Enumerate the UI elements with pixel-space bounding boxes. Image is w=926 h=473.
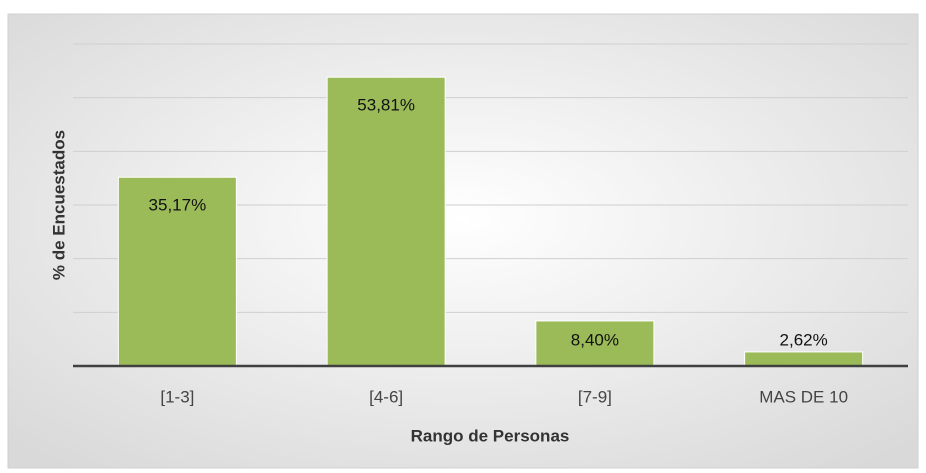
- data-label: 35,17%: [149, 196, 207, 215]
- data-label: 2,62%: [780, 330, 828, 349]
- x-axis-title: Rango de Personas: [411, 426, 570, 445]
- bar: [535, 320, 655, 367]
- bar: [744, 351, 864, 367]
- x-tick-label: [1-3]: [160, 387, 194, 406]
- data-label: 53,81%: [357, 96, 415, 115]
- x-tick-label: [7-9]: [578, 387, 612, 406]
- bar: [326, 76, 446, 367]
- data-label: 8,40%: [571, 330, 619, 349]
- bar: [117, 176, 237, 367]
- x-tick-label: MAS DE 10: [759, 387, 848, 406]
- x-tick-label: [4-6]: [369, 387, 403, 406]
- y-axis-title: % de Encuestados: [49, 130, 68, 280]
